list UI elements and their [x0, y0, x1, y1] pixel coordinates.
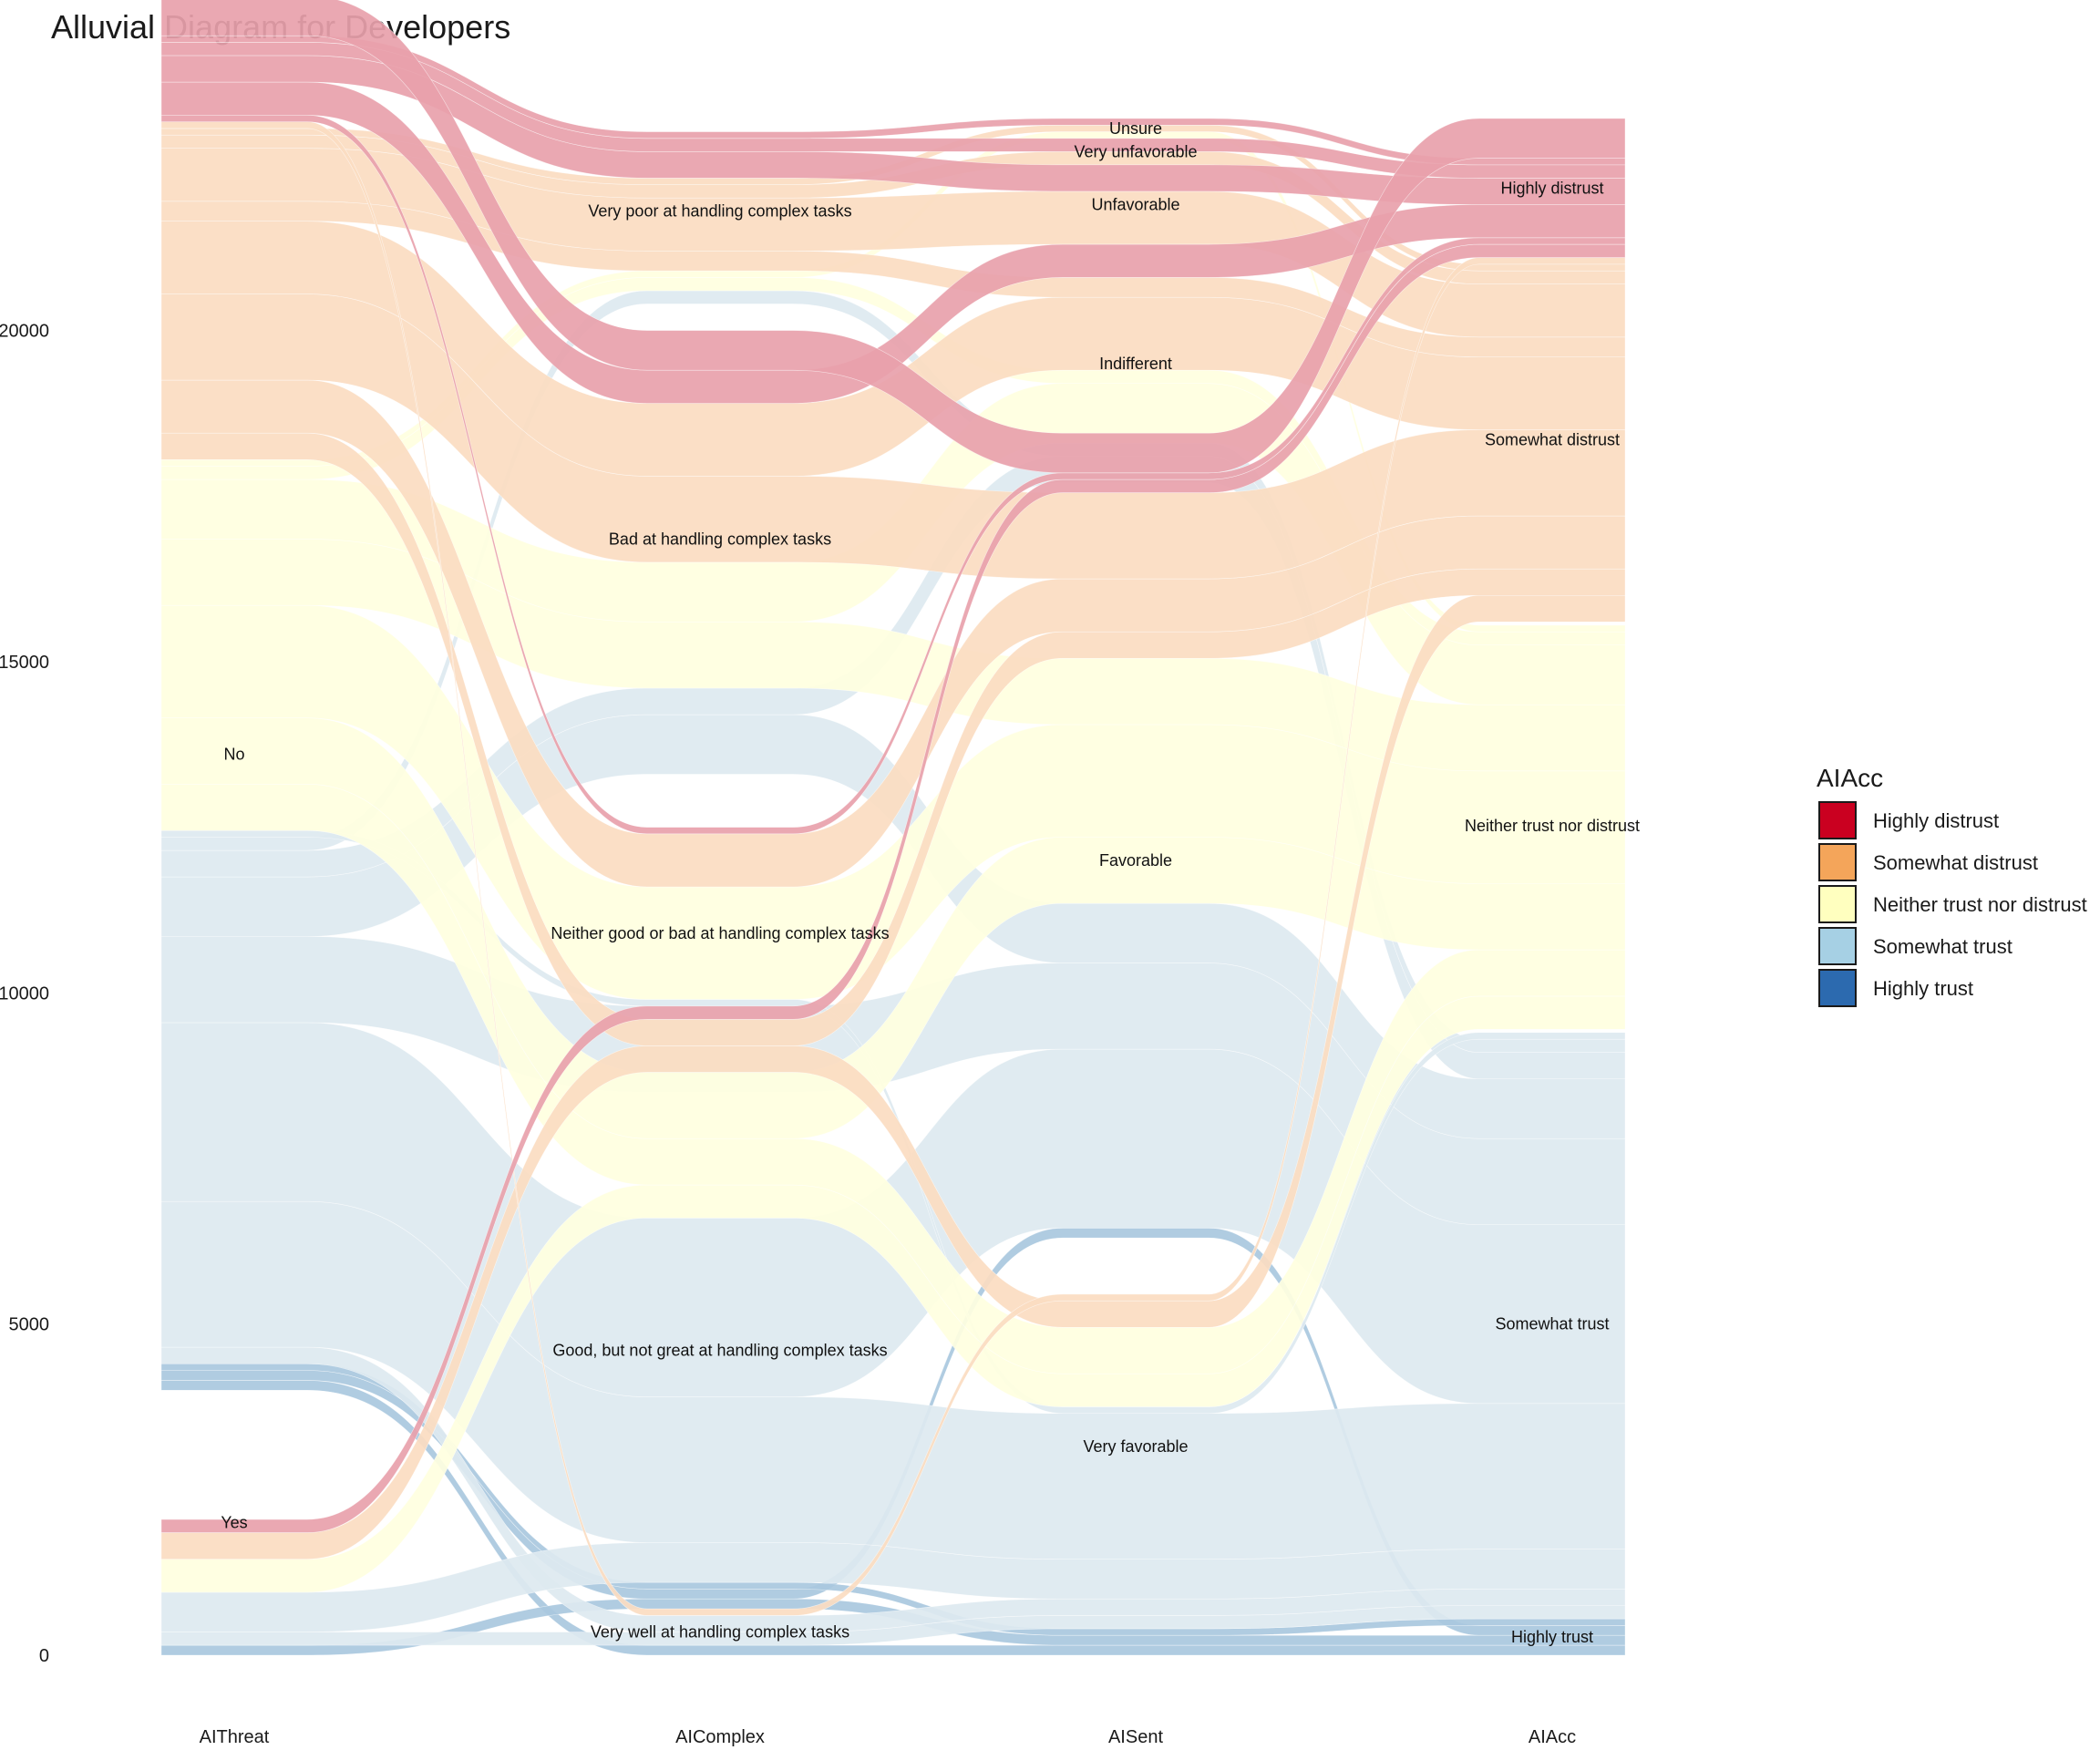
alluvium-flow-24	[160, 379, 1626, 888]
legend-swatch-1	[1818, 843, 1857, 881]
stratum-label-14: Somewhat trust	[1495, 1315, 1609, 1333]
alluvium-flow-12	[160, 290, 1626, 1053]
y-axis: 0 5000 10000 15000 20000	[0, 322, 49, 1666]
legend-swatch-2	[1818, 885, 1857, 923]
y-tick-label-3: 15000	[0, 653, 49, 673]
stratum-label-16: Somewhat distrust	[1485, 431, 1620, 449]
legend-title: AIAcc	[1817, 764, 1883, 792]
y-tick-label-4: 20000	[0, 322, 49, 342]
alluvium-flow-33	[160, 115, 1626, 835]
alluvium-flow-23	[160, 432, 1626, 1046]
stratum-label-6: Very poor at handling complex tasks	[588, 202, 851, 221]
legend-swatch-0	[1818, 801, 1857, 839]
stratum-label-0: Yes	[221, 1514, 247, 1532]
stratum-label-7: Very favorable	[1083, 1437, 1188, 1456]
stratum-label-3: Good, but not great at handling complex …	[552, 1342, 887, 1360]
y-tick-label-1: 5000	[9, 1315, 50, 1335]
stratum-label-17: Highly distrust	[1500, 179, 1603, 197]
stratum-label-2: Very well at handling complex tasks	[591, 1623, 849, 1642]
stratum-label-15: Neither trust nor distrust	[1465, 817, 1640, 835]
flows-layer	[160, 0, 1626, 1656]
x-axis: AIThreat AIComplex AISent AIAcc	[200, 1727, 1576, 1747]
y-tick-label-0: 0	[39, 1646, 49, 1666]
x-axis-label-3: AIAcc	[1529, 1727, 1576, 1747]
stratum-labels: Yes No Very well at handling complex tasks…	[221, 119, 1640, 1646]
legend-label-3: Somewhat trust	[1873, 935, 2012, 958]
y-tick-label-2: 10000	[0, 983, 49, 1004]
stratum-label-1: No	[223, 746, 244, 764]
legend-label-0: Highly distrust	[1873, 809, 1999, 832]
alluvium-flow-32	[160, 243, 1626, 1533]
x-axis-label-1: AIComplex	[675, 1727, 765, 1747]
alluvium-flow-31	[160, 121, 1626, 1616]
legend-label-4: Highly trust	[1873, 977, 1973, 1000]
x-axis-label-0: AIThreat	[200, 1727, 270, 1747]
stratum-label-5: Bad at handling complex tasks	[609, 530, 831, 549]
stratum-label-11: Very unfavorable	[1074, 142, 1197, 160]
legend-label-2: Neither trust nor distrust	[1873, 893, 2087, 916]
stratum-label-10: Unfavorable	[1091, 196, 1179, 214]
legend-swatch-3	[1818, 927, 1857, 965]
legend-label-1: Somewhat distrust	[1873, 851, 2038, 874]
alluvium-flow-38	[160, 0, 1626, 474]
x-axis-label-2: AISent	[1108, 1727, 1163, 1747]
alluvium-flow-34	[160, 81, 1626, 404]
stratum-label-8: Favorable	[1099, 851, 1172, 870]
stratum-label-4: Neither good or bad at handling complex …	[551, 924, 889, 942]
legend: AIAcc Highly distrust Somewhat distrust Nei…	[1817, 764, 2087, 1007]
alluvium-flow-37	[160, 35, 1626, 166]
legend-swatch-4	[1818, 969, 1857, 1007]
stratum-label-13: Highly trust	[1511, 1628, 1593, 1646]
stratum-label-12: Unsure	[1109, 119, 1162, 138]
stratum-label-9: Indifferent	[1099, 355, 1172, 373]
